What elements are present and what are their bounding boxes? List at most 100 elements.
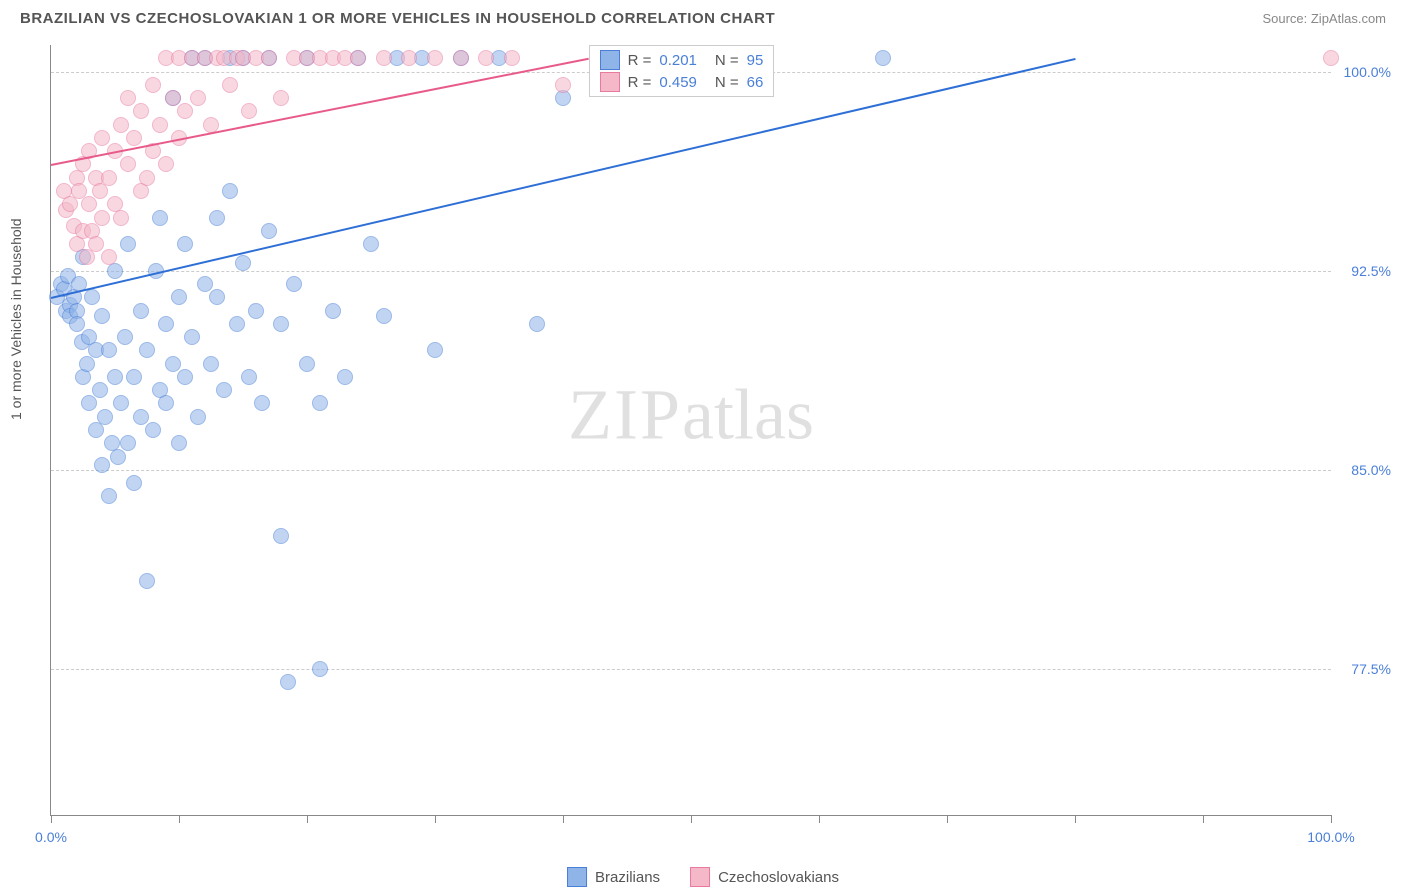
scatter-point — [113, 210, 129, 226]
scatter-point — [222, 77, 238, 93]
scatter-point — [248, 303, 264, 319]
scatter-point — [273, 528, 289, 544]
legend-swatch — [600, 50, 620, 70]
scatter-point — [165, 90, 181, 106]
scatter-point — [94, 457, 110, 473]
scatter-point — [312, 661, 328, 677]
scatter-point — [875, 50, 891, 66]
n-value: 95 — [747, 52, 764, 69]
scatter-point — [401, 50, 417, 66]
x-tick — [307, 815, 308, 823]
y-tick-label: 85.0% — [1351, 462, 1391, 478]
x-tick-label: 0.0% — [35, 829, 67, 845]
legend-row: R =0.459N =66 — [600, 72, 764, 92]
scatter-point — [92, 183, 108, 199]
scatter-point — [209, 289, 225, 305]
x-tick-label: 100.0% — [1307, 829, 1354, 845]
scatter-point — [117, 329, 133, 345]
r-value: 0.459 — [659, 74, 697, 91]
scatter-point — [94, 308, 110, 324]
scatter-point — [209, 210, 225, 226]
scatter-point — [376, 50, 392, 66]
scatter-point — [529, 316, 545, 332]
gridline — [51, 669, 1331, 670]
scatter-point — [101, 249, 117, 265]
scatter-point — [203, 356, 219, 372]
chart-title: BRAZILIAN VS CZECHOSLOVAKIAN 1 OR MORE V… — [20, 10, 775, 27]
scatter-point — [101, 342, 117, 358]
scatter-point — [299, 356, 315, 372]
legend-swatch — [690, 867, 710, 887]
scatter-point — [184, 329, 200, 345]
gridline — [51, 470, 1331, 471]
scatter-point — [120, 435, 136, 451]
scatter-point — [350, 50, 366, 66]
scatter-point — [133, 409, 149, 425]
scatter-point — [280, 674, 296, 690]
scatter-point — [81, 395, 97, 411]
scatter-point — [190, 90, 206, 106]
watermark: ZIPatlas — [568, 373, 814, 456]
scatter-point — [88, 236, 104, 252]
watermark-atlas: atlas — [682, 374, 814, 454]
scatter-point — [79, 249, 95, 265]
r-label: R = — [628, 74, 652, 91]
scatter-point — [110, 449, 126, 465]
legend-swatch — [600, 72, 620, 92]
scatter-point — [171, 435, 187, 451]
n-label: N = — [715, 74, 739, 91]
source-attribution: Source: ZipAtlas.com — [1262, 11, 1386, 26]
y-tick-label: 92.5% — [1351, 263, 1391, 279]
scatter-point — [152, 210, 168, 226]
x-tick — [1075, 815, 1076, 823]
scatter-point — [478, 50, 494, 66]
scatter-point — [197, 276, 213, 292]
scatter-point — [427, 342, 443, 358]
x-tick — [947, 815, 948, 823]
scatter-point — [88, 422, 104, 438]
scatter-point — [145, 422, 161, 438]
y-tick-label: 100.0% — [1344, 64, 1391, 80]
n-label: N = — [715, 52, 739, 69]
x-tick — [1331, 815, 1332, 823]
scatter-point — [555, 77, 571, 93]
watermark-zip: ZIP — [568, 374, 682, 454]
scatter-point — [177, 369, 193, 385]
scatter-point — [139, 170, 155, 186]
scatter-point — [241, 369, 257, 385]
scatter-point — [286, 276, 302, 292]
scatter-point — [235, 255, 251, 271]
scatter-point — [69, 316, 85, 332]
legend-bottom: Brazilians Czechoslovakians — [567, 867, 839, 887]
scatter-point — [158, 316, 174, 332]
scatter-point — [120, 236, 136, 252]
x-tick — [435, 815, 436, 823]
scatter-point — [261, 50, 277, 66]
scatter-point — [120, 90, 136, 106]
scatter-point — [453, 50, 469, 66]
y-axis-label: 1 or more Vehicles in Household — [8, 218, 24, 420]
scatter-point — [107, 369, 123, 385]
legend-item: Brazilians — [567, 867, 660, 887]
scatter-point — [504, 50, 520, 66]
y-tick-label: 77.5% — [1351, 661, 1391, 677]
scatter-point — [145, 77, 161, 93]
trend-line — [51, 58, 589, 166]
x-tick — [51, 815, 52, 823]
x-tick — [819, 815, 820, 823]
r-value: 0.201 — [659, 52, 697, 69]
x-tick — [563, 815, 564, 823]
legend-label: Czechoslovakians — [718, 869, 839, 886]
scatter-point — [273, 316, 289, 332]
scatter-point — [62, 196, 78, 212]
legend-row: R =0.201N =95 — [600, 50, 764, 70]
scatter-point — [1323, 50, 1339, 66]
scatter-point — [94, 210, 110, 226]
legend-swatch — [567, 867, 587, 887]
scatter-point — [427, 50, 443, 66]
scatter-point — [222, 183, 238, 199]
scatter-point — [273, 90, 289, 106]
correlation-legend: R =0.201N =95R =0.459N =66 — [589, 45, 775, 97]
gridline — [51, 271, 1331, 272]
scatter-point — [190, 409, 206, 425]
